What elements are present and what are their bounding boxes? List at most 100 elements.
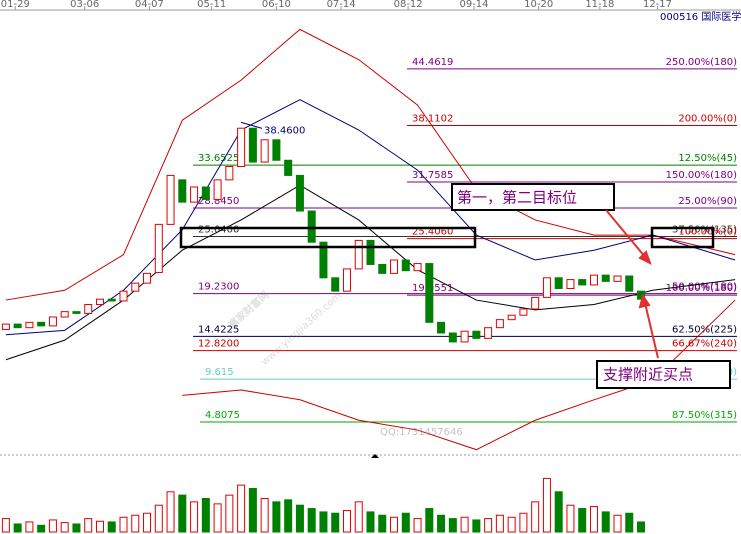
candle bbox=[272, 139, 281, 161]
candle bbox=[48, 316, 57, 327]
candle bbox=[260, 139, 269, 163]
candle bbox=[472, 330, 481, 339]
candle bbox=[507, 314, 516, 321]
volume-bar bbox=[401, 512, 410, 533]
volume-bar bbox=[566, 504, 575, 533]
volume-bar bbox=[354, 501, 363, 533]
candle bbox=[319, 241, 328, 279]
volume-bar bbox=[589, 506, 598, 533]
volume-bar bbox=[25, 521, 34, 533]
x-tick-label: 07-14 bbox=[327, 0, 356, 10]
level-price: 25.4060 bbox=[412, 227, 453, 238]
level-percent: 50.00%(180) bbox=[672, 282, 737, 293]
watermark: QQ:1731457646 bbox=[380, 427, 463, 438]
level-price: 12.8200 bbox=[198, 339, 239, 350]
level-percent: 250.00%(180) bbox=[666, 57, 737, 68]
candle bbox=[248, 127, 257, 163]
candle bbox=[613, 275, 622, 282]
annotation-box bbox=[451, 183, 615, 211]
level-price: 25.6400 bbox=[198, 224, 239, 235]
candle bbox=[625, 275, 634, 292]
volume-bar bbox=[554, 491, 563, 533]
volume-bar bbox=[625, 512, 634, 533]
candle bbox=[413, 263, 422, 272]
candle bbox=[589, 274, 598, 286]
level-percent: 100.00%(0) bbox=[678, 227, 737, 238]
volume-bar bbox=[1, 518, 10, 533]
candle bbox=[72, 311, 81, 314]
level-percent: 200.00%(0) bbox=[678, 113, 737, 124]
volume-bar bbox=[295, 504, 304, 533]
volume-bar bbox=[390, 516, 399, 533]
level-percent: 100.00%(180) bbox=[666, 283, 737, 294]
volume-bar bbox=[60, 522, 69, 533]
candle bbox=[401, 259, 410, 272]
volume-bar bbox=[190, 501, 199, 533]
candle bbox=[37, 321, 46, 327]
volume-bar bbox=[531, 501, 540, 533]
candle bbox=[342, 268, 351, 292]
x-tick-label: 09-14 bbox=[459, 0, 488, 10]
annotation: 支撑附近买点 bbox=[603, 366, 693, 384]
candle bbox=[390, 259, 399, 274]
volume-bar bbox=[331, 512, 340, 533]
candle bbox=[531, 296, 540, 310]
volume-bar bbox=[542, 477, 551, 533]
volume-bar bbox=[601, 511, 610, 533]
volume-bar bbox=[154, 504, 163, 533]
volume-bar bbox=[178, 494, 187, 533]
candle bbox=[295, 174, 304, 212]
candle bbox=[119, 290, 128, 302]
candle bbox=[484, 327, 493, 339]
level-price: 44.4619 bbox=[412, 57, 453, 68]
volume-bar bbox=[272, 501, 281, 533]
volume-bar bbox=[166, 491, 175, 533]
volume-bar bbox=[366, 511, 375, 533]
candle bbox=[437, 321, 446, 334]
indicator-line bbox=[5, 28, 736, 301]
x-tick-label: 04-07 bbox=[135, 0, 164, 10]
volume-bar bbox=[213, 503, 222, 533]
volume-bar bbox=[437, 514, 446, 533]
level-price: 19.2300 bbox=[198, 282, 239, 293]
volume-bar bbox=[578, 508, 587, 533]
candle bbox=[554, 277, 563, 289]
volume-bar bbox=[307, 508, 316, 533]
annotation: 第一，第二目标位 bbox=[457, 189, 577, 207]
arrows bbox=[605, 209, 659, 359]
volume-bar bbox=[95, 520, 104, 533]
candle bbox=[425, 263, 434, 323]
candle bbox=[84, 304, 93, 314]
volume-bar bbox=[260, 498, 269, 533]
x-tick-label: 12-17 bbox=[643, 0, 672, 10]
level-price: 4.8075 bbox=[205, 410, 240, 421]
volume-bar bbox=[413, 518, 422, 533]
candle bbox=[331, 277, 340, 292]
level-price: 31.7585 bbox=[412, 170, 453, 181]
candle bbox=[107, 298, 116, 302]
candle bbox=[354, 239, 363, 270]
volume-bar bbox=[378, 514, 387, 533]
volume-bar bbox=[201, 498, 210, 533]
highlight-box bbox=[179, 226, 477, 249]
candle bbox=[154, 223, 163, 273]
candle bbox=[190, 186, 199, 203]
annotation-box bbox=[596, 360, 731, 389]
level-price: 9.615 bbox=[205, 367, 234, 378]
candle bbox=[201, 186, 210, 200]
level-price: 14.4225 bbox=[198, 324, 239, 335]
level-percent: 37.50%(135) bbox=[672, 224, 737, 235]
level-percent: 87.50%(315) bbox=[672, 410, 737, 421]
x-tick-label: 06-10 bbox=[262, 0, 291, 10]
x-tick-label: 03-06 bbox=[70, 0, 99, 10]
volume-bar bbox=[319, 511, 328, 533]
chart-title: 000516 国际医学 bbox=[660, 10, 741, 23]
volume-bar bbox=[48, 519, 57, 533]
marker bbox=[371, 454, 379, 458]
volume-bar bbox=[637, 521, 646, 533]
candle bbox=[448, 332, 457, 343]
candle bbox=[495, 319, 504, 329]
volume-bar bbox=[507, 516, 516, 533]
